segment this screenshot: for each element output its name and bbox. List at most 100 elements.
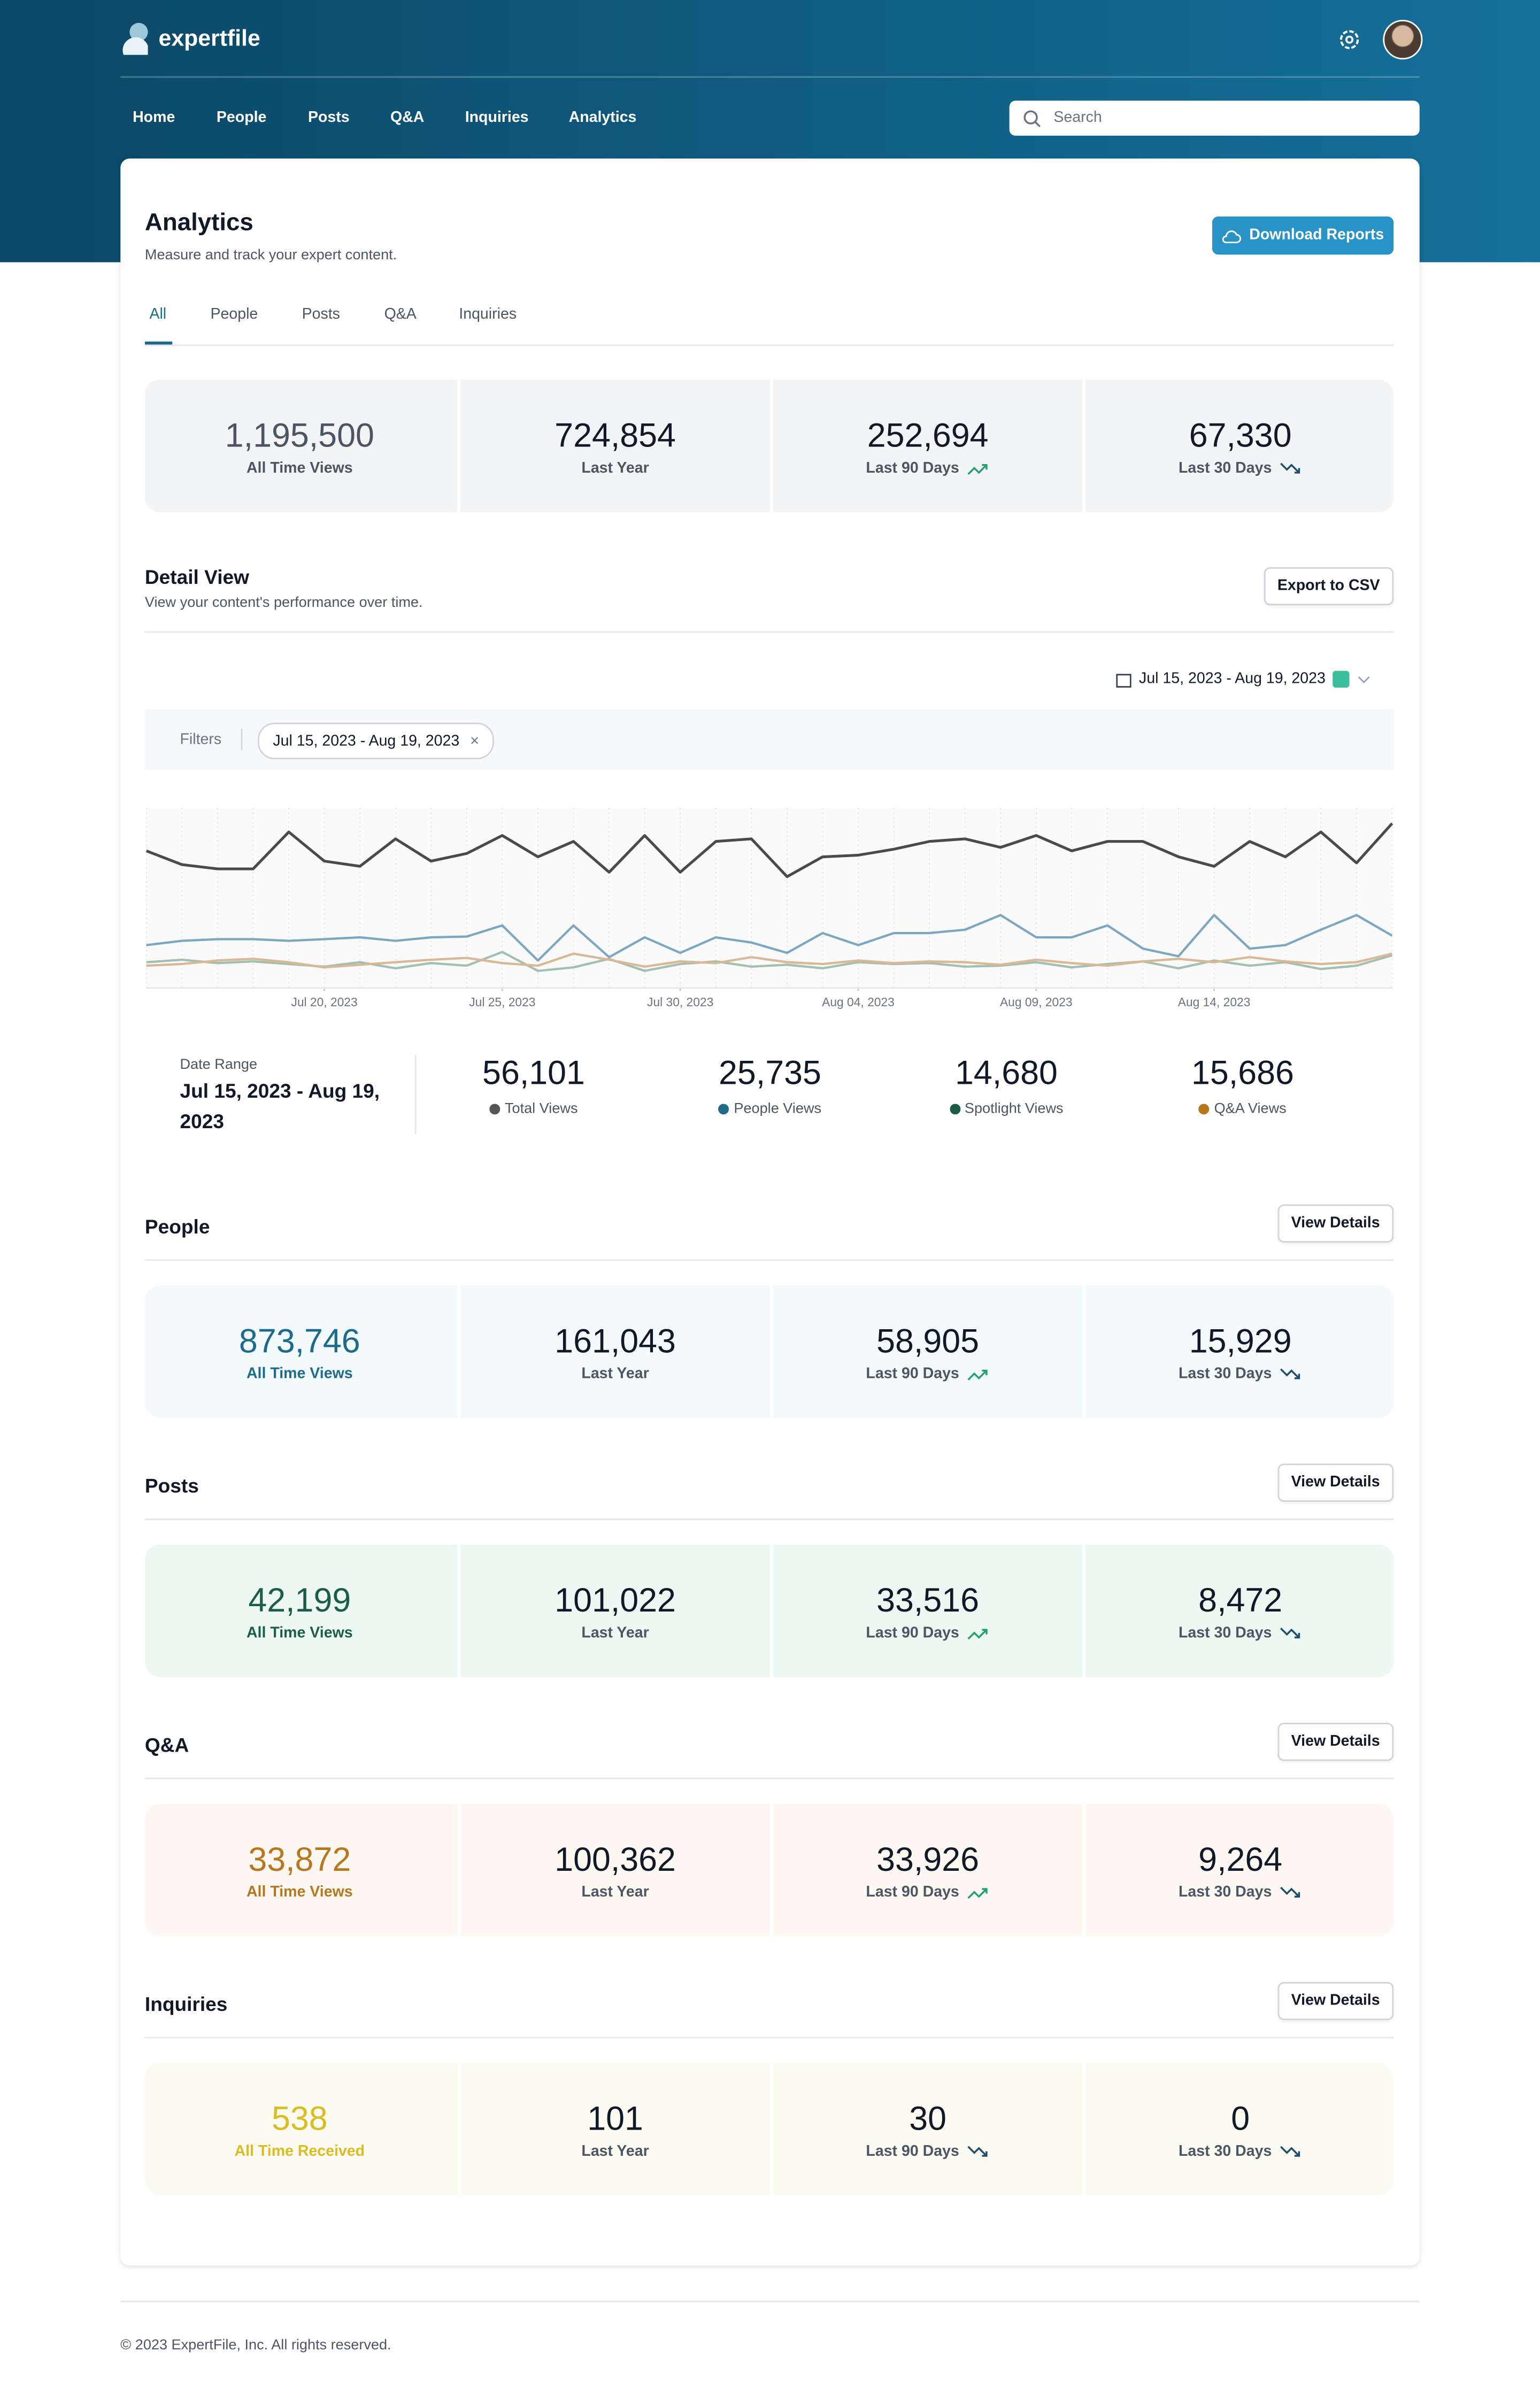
legend-text: Q&A Views (1214, 1100, 1287, 1118)
detail-stat-value: 56,101 (482, 1053, 585, 1092)
stat-label: All Time Views (247, 1624, 353, 1641)
stat-value: 101,022 (555, 1580, 676, 1618)
active-tab-indicator (144, 341, 173, 345)
avatar[interactable] (1383, 20, 1423, 60)
filter-chip[interactable]: Jul 15, 2023 - Aug 19, 2023 × (257, 722, 495, 760)
stat-label-text: Last 90 Days (866, 1624, 959, 1641)
stat-value: 30 (909, 2099, 947, 2137)
stat-value: 873,746 (238, 1321, 360, 1360)
stat-card: 100,362 Last Year (457, 1803, 770, 1937)
export-button[interactable]: Export to CSV (1264, 567, 1394, 606)
stat-card: 33,926 Last 90 Days (769, 1803, 1083, 1937)
detail-stat-label: People Views (663, 1101, 876, 1117)
section-title: Inquiries (144, 1992, 228, 2016)
stat-card: 1,195,500 All Time Views (145, 380, 455, 512)
tab[interactable]: All (149, 306, 167, 323)
trend-line (1280, 2145, 1300, 2156)
stat-label: Last Year (581, 1366, 649, 1382)
date-badge (1333, 670, 1350, 688)
detail-divider (144, 631, 1394, 633)
section-cards: 873,746 All Time Views 161,043 Last Year 58,… (144, 1285, 1394, 1418)
x-tick-label: Aug 04, 2023 (822, 995, 895, 1009)
stat-value: 1,195,500 (225, 415, 374, 454)
stat-card: 101,022 Last Year (457, 1544, 770, 1677)
footer-divider (120, 2300, 1420, 2302)
trend-down (1280, 2145, 1300, 2156)
stat-label-text: Last 30 Days (1178, 1624, 1272, 1641)
view-details-button[interactable]: View Details (1277, 1204, 1394, 1243)
nav-item[interactable]: Analytics (568, 110, 637, 127)
stat-label: Last Year (581, 460, 649, 476)
trend-line (1280, 1367, 1300, 1379)
page-subtitle: Measure and track your expert content. (144, 246, 397, 264)
view-details-button[interactable]: View Details (1277, 1982, 1394, 2021)
stat-label: Last Year (581, 1884, 649, 1900)
logo: expertfile (158, 26, 260, 52)
logo-icon (122, 22, 148, 55)
stat-label: All Time Received (235, 2143, 365, 2160)
series-line (145, 822, 1393, 878)
stat-card: 15,929 Last 30 Days (1082, 1285, 1394, 1418)
date-picker[interactable]: Jul 15, 2023 - Aug 19, 2023 (1116, 670, 1371, 688)
trend-line (967, 1628, 988, 1639)
stat-label: Last 90 Days (866, 460, 989, 476)
legend-dot (489, 1104, 500, 1115)
detail-stat-value: 15,686 (1191, 1053, 1294, 1092)
stat-label-text: Last 90 Days (866, 2142, 959, 2160)
trend-line (967, 1369, 988, 1380)
summary-cards: 1,195,500 All Time Views 724,854 Last Year 2… (144, 380, 1394, 513)
stat-card: 33,872 All Time Views (145, 1803, 455, 1936)
stat-label: Last 90 Days (866, 1884, 989, 1900)
nav-item[interactable]: Posts (308, 110, 350, 127)
series-line (146, 951, 1393, 972)
section-divider (144, 2037, 1394, 2039)
stat-label-text: Last 90 Days (866, 1365, 959, 1382)
stat-label: All Time Views (247, 460, 353, 476)
stat-label-text: Last Year (581, 1884, 649, 1901)
search-box[interactable]: Search (1009, 101, 1420, 136)
tab[interactable]: Q&A (384, 306, 417, 323)
series-line (146, 952, 1392, 969)
footer: © 2023 ExpertFile, Inc. All rights reser… (120, 2337, 391, 2354)
nav-item[interactable]: Home (133, 110, 175, 127)
stat-value: 58,905 (876, 1321, 980, 1360)
view-details-button[interactable]: View Details (1277, 1463, 1394, 1502)
detail-stat-value: 25,735 (719, 1053, 821, 1092)
filters-bar: Filters Jul 15, 2023 - Aug 19, 2023 × (144, 708, 1394, 770)
nav-item[interactable]: People (216, 110, 267, 127)
stat-label: Last 30 Days (1179, 1624, 1302, 1641)
page-title: Analytics (144, 210, 253, 236)
detail-stat-value: 14,680 (955, 1053, 1058, 1092)
tab[interactable]: Inquiries (459, 306, 517, 323)
settings-icon[interactable] (1337, 27, 1362, 52)
header-divider (120, 76, 1420, 78)
detail-stat-label: Spotlight Views (899, 1101, 1113, 1117)
plot-bg (146, 808, 1392, 988)
stat-label-text: Last Year (581, 1624, 649, 1641)
section-title: Q&A (144, 1733, 189, 1756)
tab[interactable]: People (210, 306, 258, 323)
search-placeholder: Search (1053, 110, 1102, 127)
trend-up (967, 1369, 988, 1380)
stat-card: 101 Last Year (457, 2063, 770, 2196)
stat-card: 538 All Time Received (145, 2063, 455, 2195)
view-details-button[interactable]: View Details (1277, 1723, 1394, 1761)
stat-label: Last Year (581, 2143, 649, 2160)
stat-card: 30 Last 90 Days (769, 2063, 1083, 2196)
stat-label-text: Last 30 Days (1178, 2142, 1272, 2160)
legend-dot (1199, 1104, 1210, 1115)
download-label: Download Reports (1249, 227, 1384, 244)
section-cards: 538 All Time Received 101 Last Year 30 Last 9… (144, 2063, 1394, 2196)
download-button[interactable]: Download Reports (1212, 216, 1394, 255)
stat-label-text: All Time Received (234, 2142, 365, 2160)
nav-item[interactable]: Q&A (390, 110, 425, 127)
tab[interactable]: Posts (302, 306, 340, 323)
chip-close[interactable]: × (470, 733, 479, 750)
trend-up (967, 463, 988, 474)
stat-value: 538 (271, 2099, 328, 2137)
stat-label-text: Last Year (581, 2142, 649, 2160)
nav-item[interactable]: Inquiries (465, 110, 529, 127)
legend-text: People Views (734, 1100, 822, 1118)
